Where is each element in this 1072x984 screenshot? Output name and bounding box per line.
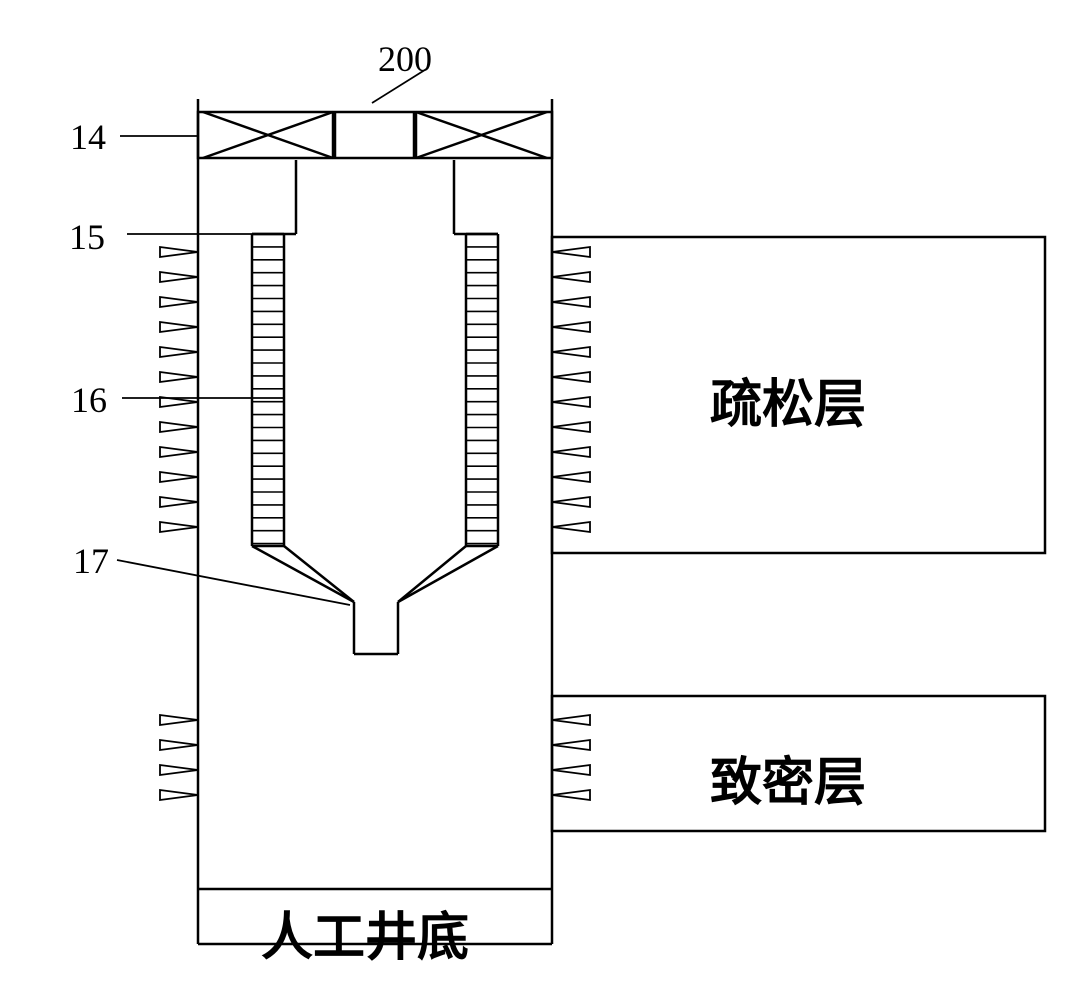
figure-container — [0, 0, 1072, 984]
leader-17 — [117, 560, 350, 605]
artificial-bottom-label: 人工井底 — [261, 895, 469, 970]
callout-17: 17 — [73, 540, 109, 582]
callout-14: 14 — [70, 116, 106, 158]
callout-16: 16 — [71, 379, 107, 421]
bottom-nipple — [252, 546, 498, 654]
wellbore-diagram — [0, 0, 1072, 984]
packer — [198, 112, 552, 158]
callout-200: 200 — [378, 38, 432, 80]
loose-layer-label: 疏松层 — [710, 362, 866, 437]
perforations — [160, 247, 590, 800]
tight-layer-label: 致密层 — [710, 740, 866, 815]
screen-assembly — [252, 234, 498, 546]
callout-15: 15 — [69, 216, 105, 258]
tubing — [296, 160, 454, 234]
